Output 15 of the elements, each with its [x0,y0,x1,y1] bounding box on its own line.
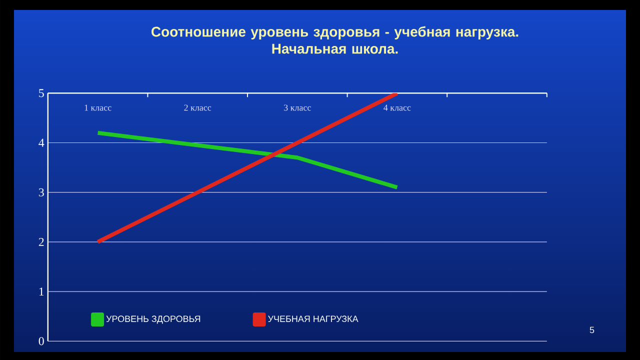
x-tick-label: 3 класс [284,104,311,111]
y-tick-label: 4 [38,138,44,147]
y-tick-label: 3 [38,188,44,196]
legend-label: УЧЕБНАЯ НАГРУЗКА [268,316,358,322]
legend-label: УРОВЕНЬ ЗДОРОВЬЯ [106,316,200,324]
x-tick-label: 2 класс [184,104,212,111]
y-tick-label: 5 [39,89,44,98]
x-tick-label: 1 класс [84,104,112,111]
chart-title: Соотношение уровень здоровья - учебная нагрузка. Начальная школа. [152,26,518,54]
y-tick-label: 2 [38,238,44,246]
y-tick-label: 0 [38,337,44,346]
x-tick-label: 4 класс [384,104,411,111]
y-tick-label: 1 [39,288,44,296]
line-series [96,130,400,190]
text: 5 [590,326,594,334]
